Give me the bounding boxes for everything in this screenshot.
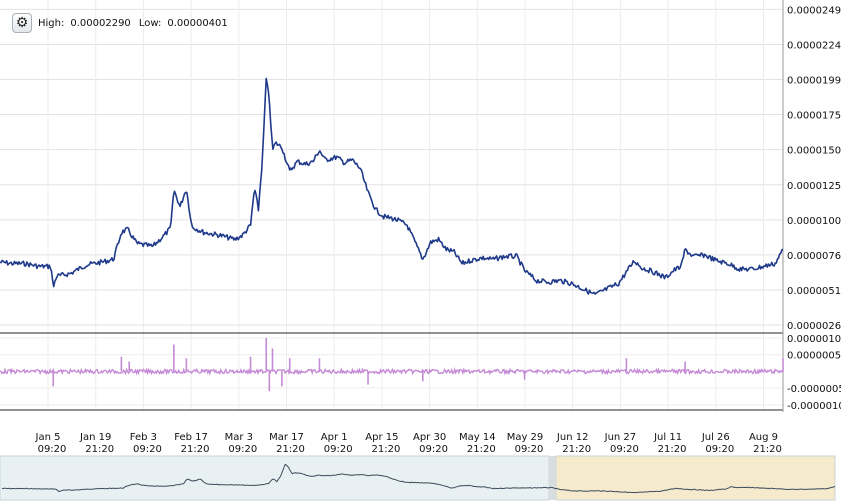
x-tick-date: Apr 30 xyxy=(413,432,446,443)
x-tick-date: Mar 17 xyxy=(269,432,304,443)
y-tick-label: 0.00002244 xyxy=(787,40,841,51)
osc-tick-label: -0.00000102 xyxy=(787,401,841,412)
x-tick-date: Jan 5 xyxy=(35,432,61,443)
x-tick-time: 21:20 xyxy=(181,444,210,455)
oscillator-axis-labels: 0.00000102 0.00000051 -0.0000005 -0.0000010… xyxy=(787,334,841,412)
x-tick-date: Jun 27 xyxy=(604,432,637,443)
navigator-line xyxy=(1,463,835,494)
x-tick-time: 09:20 xyxy=(228,444,257,455)
x-tick-date: Feb 3 xyxy=(130,432,157,443)
price-line xyxy=(0,77,784,295)
navigator-background xyxy=(0,455,550,501)
x-tick-date: Jul 11 xyxy=(653,432,682,443)
x-tick-date: Jan 19 xyxy=(79,432,111,443)
osc-tick-label: -0.0000005 xyxy=(787,384,841,395)
x-tick-date: Apr 15 xyxy=(365,432,398,443)
x-tick-date: May 14 xyxy=(459,432,496,443)
y-tick-label: 0.00000514 xyxy=(787,286,841,297)
x-tick-date: Feb 17 xyxy=(174,432,208,443)
y-tick-label: 0.00000267 xyxy=(787,321,841,332)
oscillator-pane xyxy=(0,337,784,392)
oscillator-line xyxy=(0,367,784,376)
x-tick-time: 09:20 xyxy=(38,444,67,455)
x-tick-date: Aug 9 xyxy=(749,432,778,443)
x-tick-time: 21:20 xyxy=(562,444,591,455)
x-tick-date: May 29 xyxy=(507,432,544,443)
x-tick-time: 09:20 xyxy=(705,444,734,455)
x-tick-time: 21:20 xyxy=(85,444,114,455)
x-tick-time: 09:20 xyxy=(515,444,544,455)
x-tick-time: 21:20 xyxy=(467,444,496,455)
x-tick-time: 21:20 xyxy=(371,444,400,455)
low-value: 0.00000401 xyxy=(167,17,228,29)
gear-icon: ⚙ xyxy=(15,15,29,31)
x-tick-time: 09:20 xyxy=(324,444,353,455)
x-tick-time: 21:20 xyxy=(658,444,687,455)
settings-button[interactable]: ⚙ xyxy=(12,13,32,33)
y-tick-label: 0.00001008 xyxy=(787,216,841,227)
info-bar: ⚙ High: 0.00002290 Low: 0.00000401 xyxy=(12,12,228,34)
y-tick-label: 0.00001503 xyxy=(787,146,841,157)
low-label: Low: xyxy=(138,17,162,29)
price-axis-labels: 0.00002491 0.00002244 0.00001997 0.00001750… xyxy=(787,5,841,332)
navigator-selected-range[interactable] xyxy=(555,455,836,501)
osc-tick-label: 0.00000051 xyxy=(787,351,841,362)
navigator[interactable] xyxy=(0,455,836,501)
x-tick-date: Apr 1 xyxy=(321,432,348,443)
y-tick-label: 0.00000761 xyxy=(787,251,841,262)
x-tick-time: 21:20 xyxy=(753,444,782,455)
osc-tick-label: 0.00000102 xyxy=(787,334,841,345)
navigator-series xyxy=(1,463,835,494)
x-tick-date: Jun 12 xyxy=(556,432,589,443)
x-tick-date: Jul 26 xyxy=(701,432,730,443)
y-tick-label: 0.00001255 xyxy=(787,181,841,192)
x-tick-time: 09:20 xyxy=(133,444,162,455)
main-grid xyxy=(0,8,783,406)
vertical-grid xyxy=(47,0,764,410)
y-tick-label: 0.00002491 xyxy=(787,5,841,16)
price-series xyxy=(0,77,784,295)
x-tick-date: Mar 3 xyxy=(225,432,253,443)
navigator-handle[interactable] xyxy=(549,456,556,500)
x-tick-time: 09:20 xyxy=(610,444,639,455)
x-tick-time: 09:20 xyxy=(419,444,448,455)
y-tick-label: 0.00001997 xyxy=(787,76,841,87)
x-tick-time: 21:20 xyxy=(276,444,305,455)
high-label: High: xyxy=(38,17,65,29)
high-value: 0.00002290 xyxy=(70,17,131,29)
